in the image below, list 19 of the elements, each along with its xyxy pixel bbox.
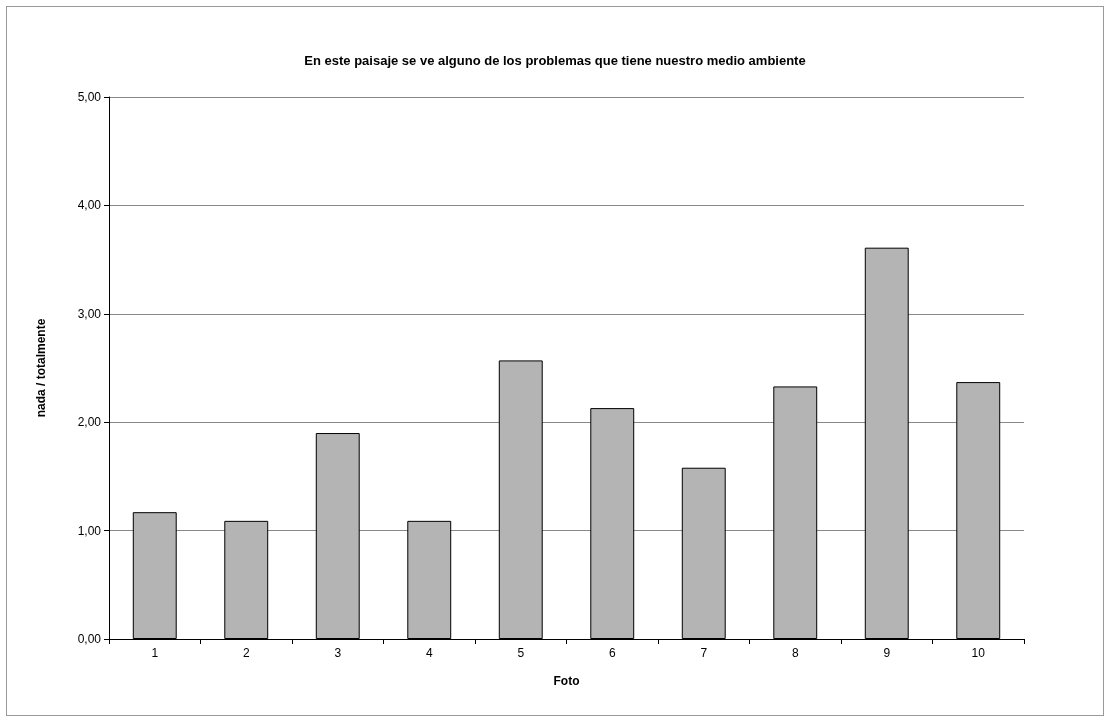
y-tick-label: 5,00 — [77, 90, 102, 104]
x-tick-label: 9 — [883, 646, 891, 660]
x-axis-title: Foto — [553, 674, 580, 688]
x-tick-label: 8 — [791, 646, 799, 660]
x-tick-label: 6 — [608, 646, 616, 660]
y-tick-label: 2,00 — [77, 415, 102, 430]
x-tick-label: 4 — [425, 646, 433, 660]
y-tick-label: 3,00 — [77, 306, 102, 321]
x-tick-label: 1 — [151, 646, 159, 660]
x-tick-label: 7 — [700, 646, 708, 660]
y-tick-label: 4,00 — [77, 198, 102, 213]
x-tick-label: 2 — [242, 646, 250, 660]
y-axis-title: nada / totalmente — [34, 318, 48, 418]
x-tick-label: 3 — [334, 646, 342, 660]
chart-title: En este paisaje se ve alguno de los problemas que tiene nuestro medio ambiente — [304, 53, 806, 68]
y-tick-label: 1,00 — [77, 523, 102, 538]
x-tick-label: 5 — [517, 646, 525, 660]
x-tick-label: 10 — [971, 646, 986, 660]
y-tick-label: 0,00 — [77, 632, 102, 646]
